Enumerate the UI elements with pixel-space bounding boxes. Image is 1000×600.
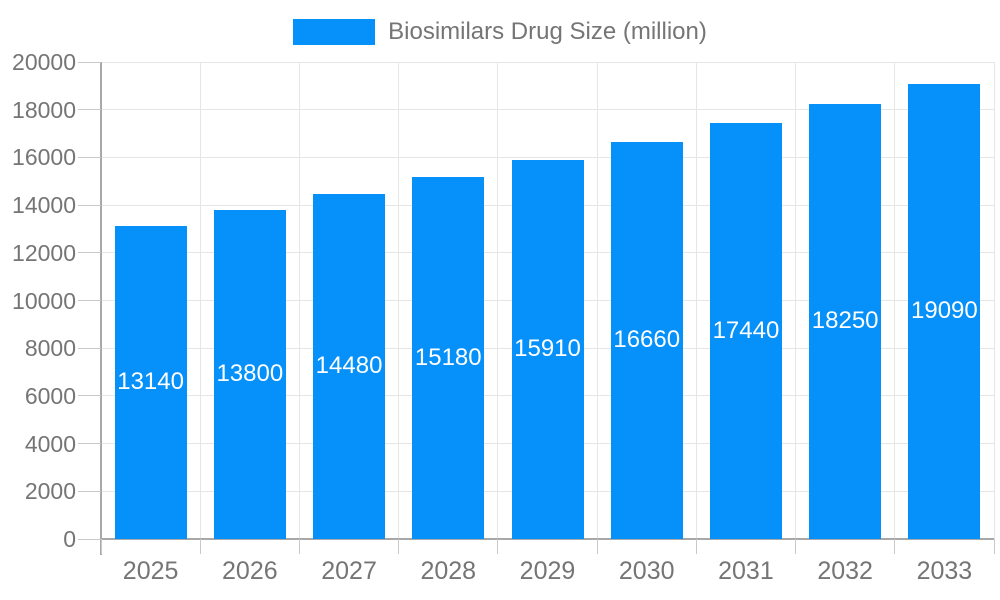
y-axis-tick-label: 0 xyxy=(63,526,76,552)
y-axis-line xyxy=(100,62,102,555)
x-axis-labels: 2025 2026 2027 2028 2029 2030 2031 2032 2033 xyxy=(101,557,994,587)
bar-value-label: 14480 xyxy=(315,352,383,380)
legend-swatch xyxy=(293,19,376,45)
y-tick xyxy=(78,61,101,63)
x-tick xyxy=(993,539,995,554)
bar-value-label: 18250 xyxy=(811,307,879,335)
bar-2025[interactable]: 13140 xyxy=(114,225,187,539)
x-axis-tick-label: 2031 xyxy=(718,557,774,585)
bar-value-label: 13140 xyxy=(117,368,184,396)
y-axis-tick-label: 2000 xyxy=(24,478,76,505)
bar-value-label: 16660 xyxy=(613,326,681,354)
y-axis-tick-label: 6000 xyxy=(24,382,76,409)
bar-2028[interactable]: 15180 xyxy=(412,176,485,539)
y-axis-tick-label: 16000 xyxy=(12,144,76,171)
x-tick xyxy=(100,539,102,554)
v-gridline xyxy=(695,62,697,539)
v-gridline xyxy=(795,62,797,539)
bar-2032[interactable]: 18250 xyxy=(809,103,882,539)
bar-value-label: 17440 xyxy=(712,317,780,345)
chart-legend[interactable]: Biosimilars Drug Size (million) xyxy=(0,18,1000,46)
y-tick xyxy=(78,490,101,492)
y-axis-tick-label: 14000 xyxy=(12,192,76,219)
y-axis-labels: 0 2000 4000 6000 8000 10000 12000 14000 16000 180… xyxy=(0,49,76,552)
x-axis-tick-label: 2029 xyxy=(519,557,576,585)
h-gridline xyxy=(101,109,994,111)
y-tick xyxy=(78,156,101,158)
y-tick xyxy=(78,204,101,206)
y-tick xyxy=(78,347,101,349)
y-axis-tick-label: 4000 xyxy=(24,430,76,457)
bar-2026[interactable]: 13800 xyxy=(213,209,286,539)
x-axis-tick-label: 2032 xyxy=(817,557,873,585)
x-axis-tick-label: 2027 xyxy=(321,557,377,585)
bar-value-label: 13800 xyxy=(216,360,284,388)
v-gridline xyxy=(596,62,598,539)
x-axis-tick-label: 2028 xyxy=(420,557,477,585)
y-axis-tick-label: 8000 xyxy=(24,335,76,362)
legend-label: Biosimilars Drug Size (million) xyxy=(388,18,707,45)
v-gridline xyxy=(398,62,400,539)
y-axis-tick-label: 12000 xyxy=(12,239,76,266)
h-gridline xyxy=(101,156,994,158)
x-tick xyxy=(298,539,300,554)
v-gridline xyxy=(298,62,300,539)
y-tick xyxy=(78,109,101,111)
v-gridline xyxy=(894,62,896,539)
bar-value-label: 19090 xyxy=(911,297,978,325)
bar-value-label: 15910 xyxy=(514,335,581,363)
bar-2027[interactable]: 14480 xyxy=(313,193,386,539)
x-axis-line xyxy=(101,538,994,540)
y-tick xyxy=(78,252,101,254)
x-axis-tick-label: 2026 xyxy=(222,557,278,585)
x-axis-tick-label: 2033 xyxy=(916,557,973,585)
v-gridline xyxy=(497,62,499,539)
x-tick xyxy=(894,539,896,554)
x-axis-tick-label: 2030 xyxy=(618,557,675,585)
y-tick xyxy=(78,395,101,397)
bar-2029[interactable]: 15910 xyxy=(511,159,584,539)
y-tick xyxy=(78,443,101,445)
bar-2033[interactable]: 19090 xyxy=(908,83,981,539)
x-tick xyxy=(795,539,797,554)
x-tick xyxy=(695,539,697,554)
h-gridline xyxy=(101,61,994,63)
v-gridline xyxy=(993,62,995,539)
y-tick xyxy=(78,300,101,301)
bar-2030[interactable]: 16660 xyxy=(610,141,683,539)
bar-value-label: 15180 xyxy=(414,343,482,371)
v-gridline xyxy=(199,62,201,539)
x-tick xyxy=(596,539,598,554)
x-axis-tick-label: 2025 xyxy=(122,557,179,585)
y-tick xyxy=(78,538,101,540)
bar-2031[interactable]: 17440 xyxy=(709,123,782,539)
x-tick xyxy=(199,539,201,554)
y-axis-tick-label: 18000 xyxy=(12,96,76,123)
x-tick xyxy=(497,539,499,554)
y-axis-tick-label: 10000 xyxy=(12,287,76,314)
y-axis-tick-label: 20000 xyxy=(12,49,76,75)
x-tick xyxy=(398,539,400,554)
plot-area: 13140 13800 14480 15180 15910 16660 17440 18250… xyxy=(101,61,995,539)
